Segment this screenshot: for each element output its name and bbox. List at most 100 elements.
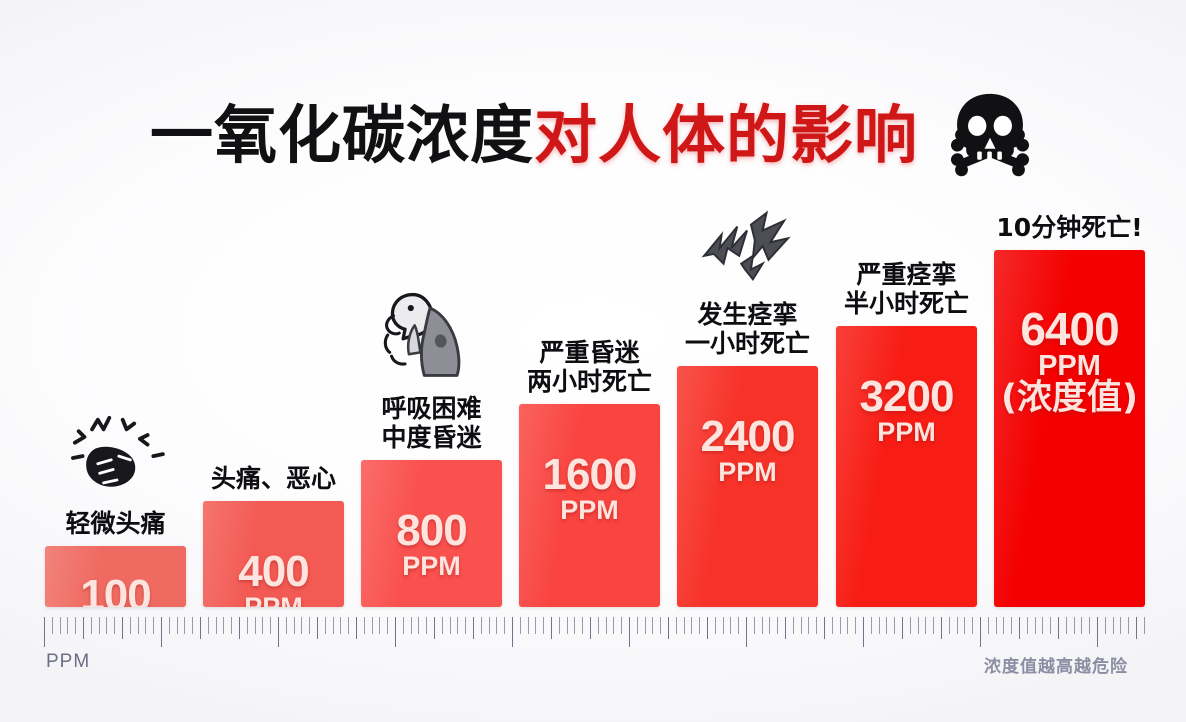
ruler-tick (1089, 617, 1091, 634)
ruler-tick (987, 617, 989, 634)
bar-rect[interactable]: 2400 PPM (677, 366, 818, 607)
ruler-tick (574, 617, 576, 634)
ruler-tick (1003, 617, 1005, 634)
ruler-tick (808, 617, 810, 634)
bar-rect[interactable]: 800 PPM (361, 460, 502, 607)
bar-value-label: 2400 PPM (677, 415, 818, 486)
ruler-tick (722, 617, 724, 634)
ruler-tick (270, 617, 272, 634)
ruler-tick (941, 617, 942, 639)
bar-group: 3200 PPM 严重痉挛 半小时死亡 (836, 0, 977, 607)
ruler-tick (231, 617, 233, 634)
ruler-tick (449, 617, 451, 634)
ruler-tick (1128, 617, 1130, 634)
bar-caption-line: 严重痉挛 (856, 260, 957, 289)
ruler-tick (792, 617, 794, 634)
ruler-tick (995, 617, 997, 634)
ruler-tick (543, 617, 545, 634)
ruler-tick (956, 617, 958, 634)
ruler-tick (457, 617, 459, 634)
ruler-tick (691, 617, 693, 634)
ruler-tick (597, 617, 599, 634)
ruler-tick (512, 617, 513, 647)
bar-rect[interactable]: 3200 PPM (836, 326, 977, 607)
bar-caption-line: 两小时死亡 (526, 367, 653, 396)
ruler-tick (387, 617, 389, 634)
ruler-tick (863, 617, 864, 647)
headache-doodle-icon (63, 414, 169, 507)
ruler-tick (473, 617, 474, 639)
ruler-tick (223, 617, 225, 634)
ruler-tick (1120, 617, 1122, 634)
ruler-tick (1050, 617, 1052, 634)
ruler-tick (894, 617, 896, 634)
ruler-tick (356, 617, 357, 639)
ruler-tick (1058, 617, 1059, 639)
bar-value-number: 800 (396, 506, 467, 555)
ruler-tick (621, 617, 623, 634)
bar-value-number: 3200 (859, 372, 955, 421)
bar-caption: 严重痉挛 半小时死亡 (844, 260, 969, 318)
ruler-tick (878, 617, 880, 634)
ruler-tick (1026, 617, 1028, 634)
bar-value-unit: PPM (244, 592, 303, 608)
ruler-tick (441, 617, 443, 634)
bar-value-number: 1600 (542, 450, 638, 499)
ruler-tick (317, 617, 318, 639)
ppm-ruler-axis (44, 617, 1145, 647)
bar-value-label: 3200 PPM (836, 375, 977, 446)
ruler-tick (886, 617, 888, 634)
ruler-tick (558, 617, 560, 634)
ruler-tick (917, 617, 919, 634)
bar-group: 100 轻微头痛 (45, 0, 186, 607)
ruler-tick (964, 617, 966, 634)
ruler-tick (1011, 617, 1013, 634)
ruler-tick (746, 617, 747, 647)
ruler-tick (551, 617, 552, 639)
bar-caption: 头痛、恶心 (211, 464, 336, 493)
ruler-tick (777, 617, 779, 634)
bar-rect[interactable]: 100 (45, 546, 186, 607)
ruler-tick (262, 617, 264, 634)
bar-caption: 发生痉挛 一小时死亡 (685, 300, 810, 358)
bar-caption-line: 轻微头痛 (65, 509, 166, 538)
ruler-tick (582, 617, 584, 634)
ruler-tick (785, 617, 786, 639)
ruler-tick (246, 617, 248, 634)
ruler-tick (527, 617, 529, 634)
ruler-tick (83, 617, 84, 639)
axis-unit-label: PPM (46, 651, 91, 672)
ruler-tick (933, 617, 935, 634)
bar-value-number: 6400 (1020, 303, 1119, 355)
bar-value-number: 2400 (700, 412, 796, 461)
bar-rect[interactable]: 400 PPM (203, 501, 344, 607)
ruler-tick (200, 617, 201, 639)
ruler-tick (1097, 617, 1098, 647)
ruler-tick (504, 617, 506, 634)
bar-rect[interactable]: 6400 PPM (浓度值) (994, 250, 1145, 607)
ruler-tick (769, 617, 771, 634)
ruler-tick (278, 617, 279, 647)
ruler-tick (98, 617, 100, 634)
ruler-tick (707, 617, 708, 639)
ruler-tick (324, 617, 326, 634)
ruler-tick (207, 617, 209, 634)
ruler-tick (1112, 617, 1114, 634)
ruler-tick (480, 617, 482, 634)
ruler-tick (285, 617, 287, 634)
ruler-tick (44, 617, 45, 647)
bar-value-label: 100 (45, 574, 186, 608)
ruler-tick (972, 617, 974, 634)
ruler-tick (1104, 617, 1106, 634)
ruler-tick (1073, 617, 1075, 634)
ruler-tick (293, 617, 295, 634)
bar-caption: 严重昏迷 两小时死亡 (527, 338, 652, 396)
ruler-tick (855, 617, 857, 634)
bar-rect[interactable]: 1600 PPM (519, 404, 660, 607)
ruler-tick (137, 617, 139, 634)
ruler-tick (75, 617, 77, 634)
ruler-tick (254, 617, 256, 634)
bar-value-sublabel: (浓度值) (1001, 378, 1138, 418)
bar-value-unit: PPM (560, 495, 619, 525)
ruler-tick (161, 617, 162, 647)
